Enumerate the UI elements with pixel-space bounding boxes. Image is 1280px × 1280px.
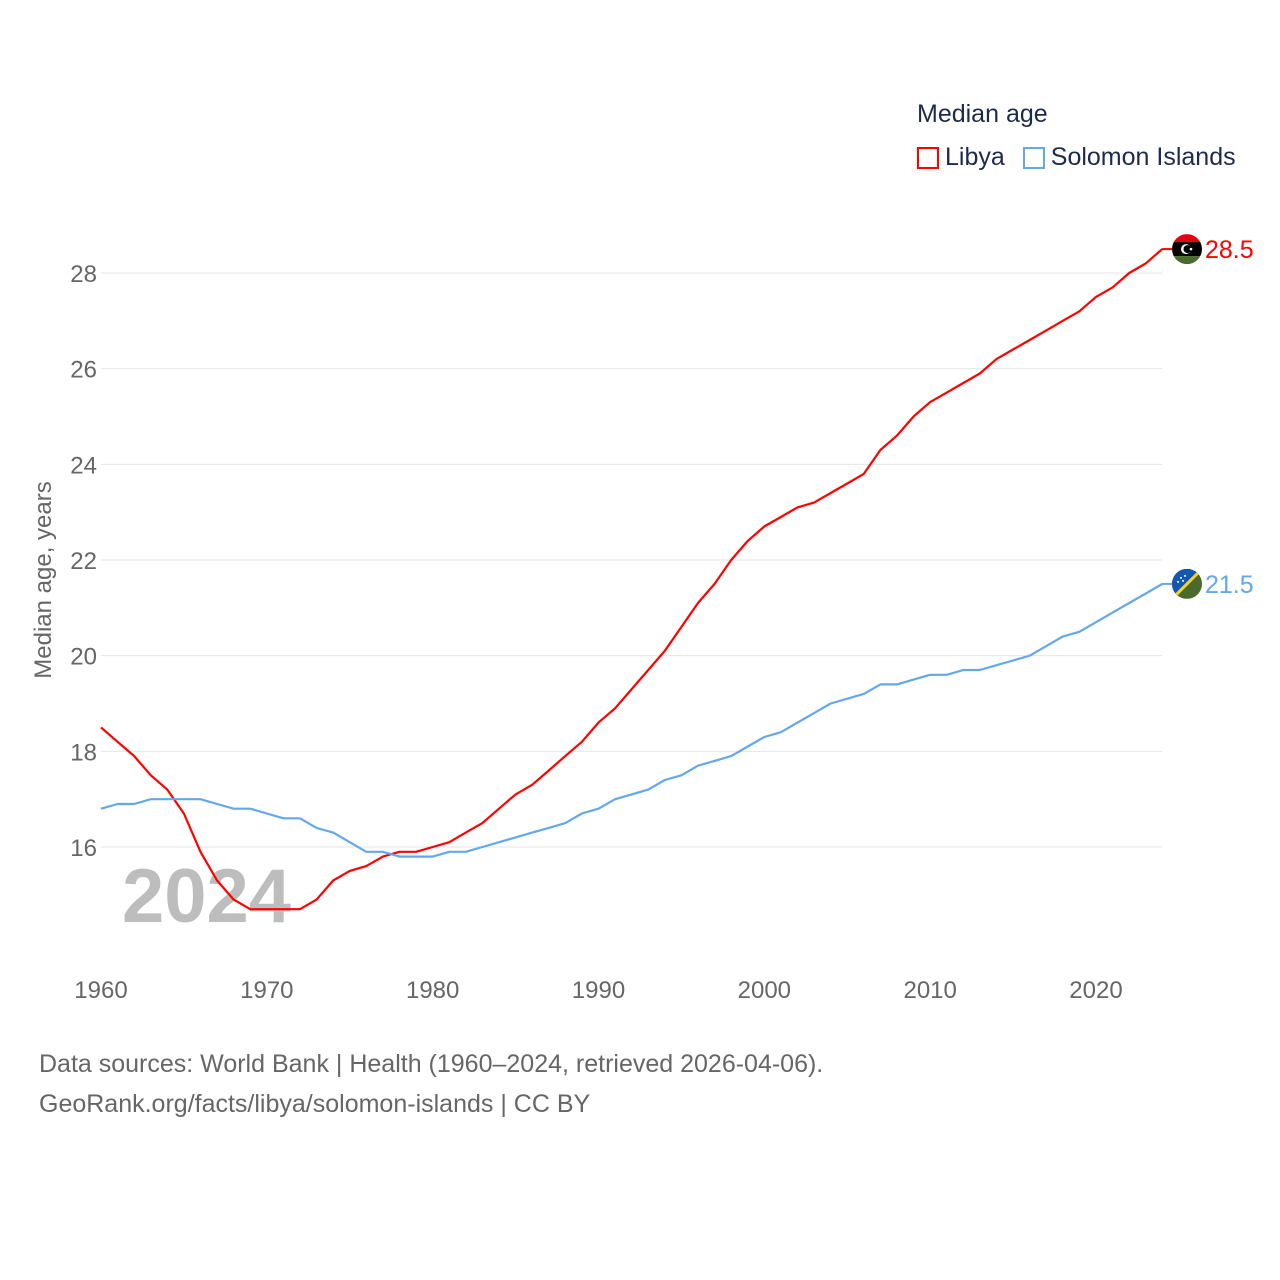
x-tick-label: 1990 xyxy=(572,977,625,1004)
x-tick-label: 1980 xyxy=(406,977,459,1004)
x-tick-label: 2020 xyxy=(1069,977,1122,1004)
legend-label: Solomon Islands xyxy=(1050,143,1236,171)
data-sources: Data sources: World Bank | Health (1960–… xyxy=(39,1050,824,1078)
legend-title: Median age xyxy=(917,100,1048,128)
x-tick-label: 2000 xyxy=(738,977,791,1004)
y-tick-label: 26 xyxy=(70,357,97,384)
legend-item-libya[interactable]: Libya xyxy=(917,143,1005,172)
y-tick-label: 20 xyxy=(70,644,97,671)
legend-item-solomon-islands[interactable]: Solomon Islands xyxy=(1022,143,1236,172)
end-value-label-solomon-islands: 21.5 xyxy=(1205,571,1254,599)
source-link[interactable]: GeoRank.org/facts/libya/solomon-islands … xyxy=(39,1090,591,1118)
y-tick-label: 24 xyxy=(70,452,97,479)
series-line-libya xyxy=(100,248,1164,911)
legend: Libya Solomon Islands xyxy=(917,143,1236,172)
x-tick-label: 1960 xyxy=(74,977,127,1004)
footer: Data sources: World Bank | Health (1960–… xyxy=(39,1044,823,1124)
y-tick-label: 18 xyxy=(70,739,97,766)
x-tick-label: 2010 xyxy=(903,977,956,1004)
x-tick-label: 1970 xyxy=(240,977,293,1004)
legend-label: Libya xyxy=(945,143,1005,171)
y-tick-label: 16 xyxy=(70,835,97,862)
solomon-islands-flag-icon xyxy=(1172,568,1202,599)
year-watermark: 2024 xyxy=(122,854,291,939)
legend-swatch-solomon-islands xyxy=(1022,146,1045,169)
y-axis-label: Median age, years xyxy=(30,481,57,678)
end-value-label-libya: 28.5 xyxy=(1205,236,1254,264)
series-line-solomon-islands xyxy=(100,582,1163,858)
legend-swatch-libya xyxy=(917,146,939,169)
libya-flag-icon xyxy=(1172,234,1202,265)
y-tick-label: 28 xyxy=(70,261,97,288)
y-tick-label: 22 xyxy=(70,548,97,575)
